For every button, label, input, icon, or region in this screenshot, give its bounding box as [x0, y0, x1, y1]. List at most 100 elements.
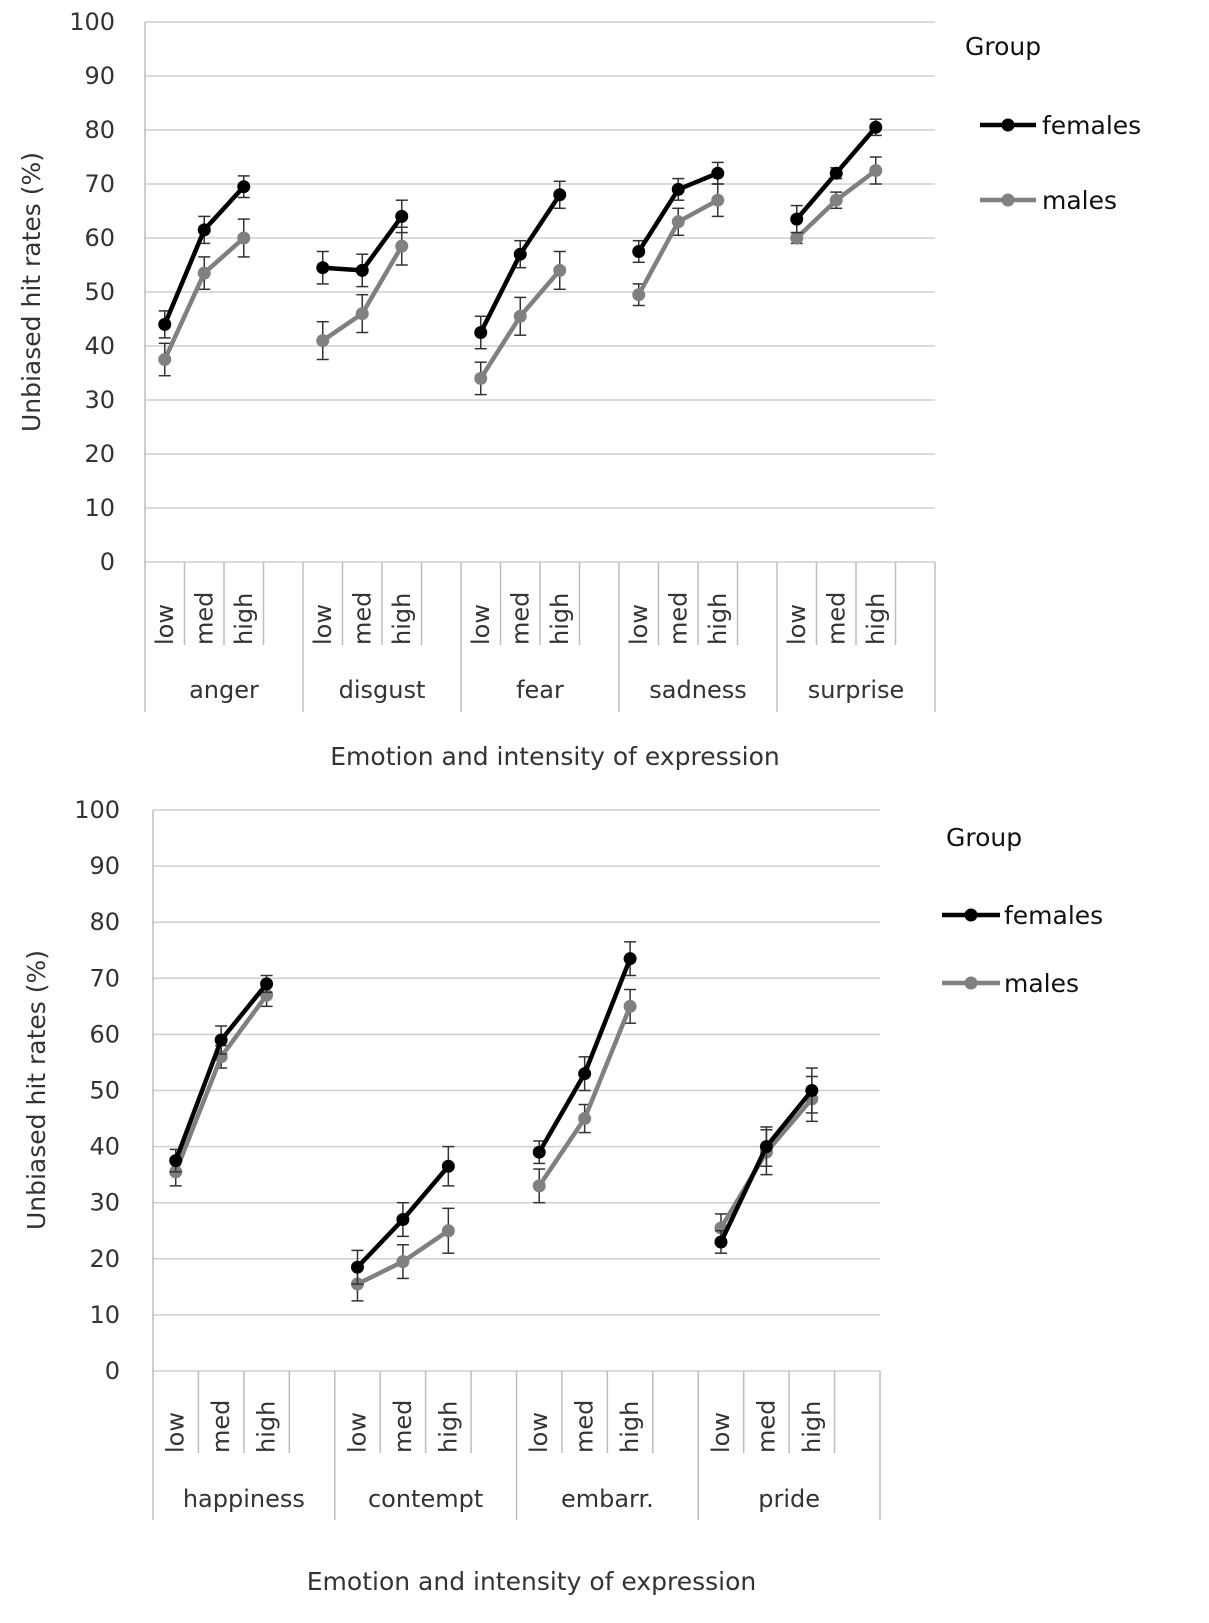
- x-level-label: low: [343, 1412, 371, 1453]
- data-point-females: [624, 952, 637, 965]
- data-point-males: [514, 310, 527, 323]
- data-point-males: [316, 334, 329, 347]
- series-line-males: [176, 995, 267, 1172]
- legend-marker-males: [965, 977, 978, 990]
- data-point-males: [672, 215, 685, 228]
- y-tick-label: 50: [89, 1077, 120, 1105]
- data-point-females: [514, 248, 527, 261]
- data-point-females: [169, 1154, 182, 1167]
- legend-label-females: females: [1042, 111, 1141, 140]
- x-level-label: high: [798, 1401, 826, 1453]
- y-tick-label: 30: [84, 386, 115, 414]
- data-point-males: [869, 164, 882, 177]
- x-level-label: high: [230, 593, 258, 645]
- x-level-label: high: [546, 593, 574, 645]
- legend-marker-females: [965, 909, 978, 922]
- y-tick-label: 80: [89, 908, 120, 936]
- data-point-males: [578, 1112, 591, 1125]
- x-category-label: anger: [189, 676, 259, 704]
- legend-title: Group: [946, 823, 1022, 852]
- data-point-females: [533, 1146, 546, 1159]
- legend-label-males: males: [1004, 969, 1079, 998]
- y-tick-label: 0: [100, 548, 115, 576]
- data-point-females: [805, 1084, 818, 1097]
- y-axis-title: Unbiased hit rates (%): [22, 950, 51, 1230]
- x-level-label: low: [151, 604, 179, 645]
- data-point-females: [578, 1067, 591, 1080]
- data-point-males: [158, 353, 171, 366]
- data-point-males: [632, 288, 645, 301]
- x-level-label: low: [625, 604, 653, 645]
- x-category-label: pride: [758, 1485, 820, 1513]
- series-line-males: [539, 1006, 630, 1186]
- data-point-males: [711, 194, 724, 207]
- legend-label-males: males: [1042, 186, 1117, 215]
- x-level-label: med: [822, 592, 850, 645]
- y-axis-title: Unbiased hit rates (%): [17, 152, 46, 432]
- y-tick-label: 10: [89, 1301, 120, 1329]
- y-tick-label: 80: [84, 116, 115, 144]
- y-tick-label: 60: [84, 224, 115, 252]
- x-level-label: med: [664, 592, 692, 645]
- data-point-males: [442, 1224, 455, 1237]
- x-level-label: low: [309, 604, 337, 645]
- x-level-label: med: [752, 1400, 780, 1453]
- x-category-label: embarr.: [561, 1485, 654, 1513]
- x-level-label: low: [525, 1412, 553, 1453]
- data-point-females: [198, 223, 211, 236]
- data-point-females: [760, 1140, 773, 1153]
- x-level-label: med: [348, 592, 376, 645]
- data-point-females: [356, 264, 369, 277]
- x-level-label: high: [434, 1401, 462, 1453]
- y-tick-label: 20: [89, 1245, 120, 1273]
- data-point-males: [533, 1179, 546, 1192]
- x-level-label: high: [704, 593, 732, 645]
- x-category-label: surprise: [808, 676, 905, 704]
- legend-marker-males: [1002, 194, 1015, 207]
- data-point-females: [672, 183, 685, 196]
- data-point-females: [790, 213, 803, 226]
- data-point-males: [474, 372, 487, 385]
- legend-title: Group: [965, 32, 1041, 61]
- data-point-females: [316, 261, 329, 274]
- data-point-females: [553, 188, 566, 201]
- data-point-males: [395, 240, 408, 253]
- x-axis-title: Emotion and intensity of expression: [307, 1567, 757, 1596]
- y-tick-label: 60: [89, 1020, 120, 1048]
- data-point-females: [351, 1261, 364, 1274]
- y-tick-label: 40: [84, 332, 115, 360]
- x-level-label: med: [506, 592, 534, 645]
- data-point-males: [790, 232, 803, 245]
- y-tick-label: 40: [89, 1133, 120, 1161]
- data-point-females: [711, 167, 724, 180]
- x-level-label: low: [467, 604, 495, 645]
- legend: Group females males: [965, 32, 1141, 215]
- y-tick-label: 0: [105, 1357, 120, 1385]
- x-level-label: low: [707, 1412, 735, 1453]
- legend-label-females: females: [1004, 901, 1103, 930]
- data-point-females: [869, 121, 882, 134]
- data-point-males: [553, 264, 566, 277]
- x-level-label: med: [571, 1400, 599, 1453]
- data-point-females: [714, 1235, 727, 1248]
- y-tick-label: 100: [74, 796, 120, 824]
- x-level-label: low: [783, 604, 811, 645]
- data-point-females: [260, 977, 273, 990]
- data-point-males: [237, 232, 250, 245]
- data-point-females: [158, 318, 171, 331]
- y-tick-label: 70: [84, 170, 115, 198]
- series-line-females: [165, 187, 244, 325]
- y-tick-label: 70: [89, 964, 120, 992]
- data-point-females: [830, 167, 843, 180]
- data-point-females: [396, 1213, 409, 1226]
- legend-marker-females: [1002, 119, 1015, 132]
- data-point-females: [632, 245, 645, 258]
- x-category-label: happiness: [183, 1485, 305, 1513]
- x-level-label: med: [207, 1400, 235, 1453]
- data-point-females: [237, 180, 250, 193]
- y-tick-label: 30: [89, 1189, 120, 1217]
